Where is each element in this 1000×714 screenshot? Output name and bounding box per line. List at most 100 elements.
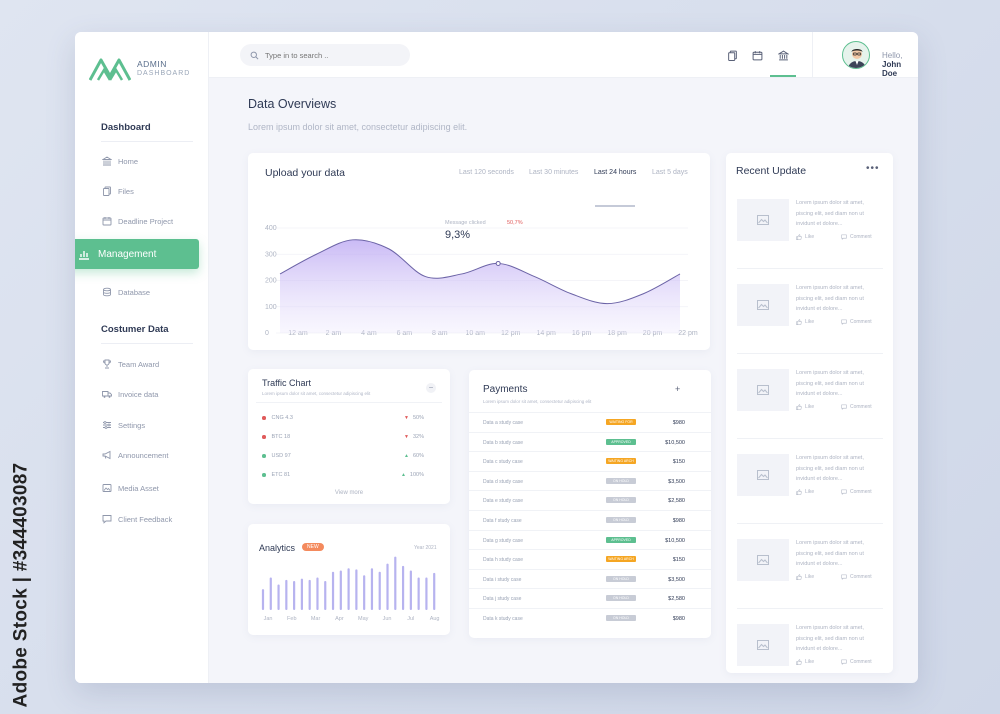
sidebar-item-media-asset[interactable]: Media Asset <box>101 481 159 495</box>
more-options-icon[interactable]: ••• <box>866 163 880 174</box>
traffic-row[interactable]: CNG 4.3 ▼ 50% <box>262 412 438 424</box>
payment-amount: $980 <box>672 518 685 524</box>
image-placeholder <box>737 369 789 411</box>
image-icon <box>757 385 769 395</box>
sidebar-item-deadline-project[interactable]: Deadline Project <box>101 214 173 228</box>
x-tick-label: 12 am <box>288 330 308 337</box>
megaphone-icon <box>101 450 112 461</box>
status-dot <box>262 454 266 458</box>
sidebar-item-client-feedback[interactable]: Client Feedback <box>101 512 172 526</box>
sidebar-item-settings[interactable]: Settings <box>101 418 145 432</box>
like-button[interactable]: Like <box>796 574 814 580</box>
search-icon <box>250 51 259 59</box>
image-icon <box>757 555 769 565</box>
new-badge: NEW <box>302 543 324 551</box>
table-row[interactable]: Data f study case ON HOLD $980 <box>469 510 711 530</box>
table-row[interactable]: Data b study case APPROVED $10,500 <box>469 431 711 452</box>
list-item[interactable]: Lorem ipsum dolor sit amet, piscing elit… <box>737 282 883 354</box>
add-icon[interactable]: + <box>675 384 681 394</box>
sidebar-item-files[interactable]: Files <box>101 184 134 198</box>
like-button[interactable]: Like <box>796 659 814 665</box>
avatar[interactable] <box>842 41 870 69</box>
truck-icon <box>101 389 112 400</box>
image-placeholder <box>737 454 789 496</box>
traffic-row[interactable]: USD 97 ▲ 60% <box>262 450 438 462</box>
comment-button[interactable]: Comment <box>841 489 872 495</box>
page-title: Data Overviews <box>248 97 337 111</box>
table-row[interactable]: Data k study case ON HOLD $980 <box>469 608 711 628</box>
list-item[interactable]: Lorem ipsum dolor sit amet, piscing elit… <box>737 197 883 269</box>
filter-last-24-hours[interactable]: Last 24 hours <box>594 169 637 176</box>
filter-last-120-seconds[interactable]: Last 120 seconds <box>459 169 514 176</box>
payment-amount: $150 <box>672 459 685 466</box>
x-tick-label: 16 pm <box>572 330 592 337</box>
list-item[interactable]: Lorem ipsum dolor sit amet, piscing elit… <box>737 452 883 524</box>
analytics-bar <box>401 565 405 610</box>
sidebar-item-home[interactable]: Home <box>101 154 138 168</box>
bank-icon[interactable] <box>777 49 789 61</box>
table-row[interactable]: Data i study case ON HOLD $3,500 <box>469 568 711 589</box>
analytics-bar <box>331 571 335 610</box>
x-tick-label: 8 am <box>432 330 448 337</box>
search-box[interactable] <box>240 44 410 66</box>
comment-label: Comment <box>850 234 872 240</box>
like-label: Like <box>805 404 815 410</box>
search-input[interactable] <box>265 50 405 60</box>
analytics-bar <box>300 578 304 610</box>
table-row[interactable]: Data a study case WAITING FOR $980 <box>469 412 711 432</box>
traffic-row[interactable]: BTC 18 ▼ 32% <box>262 431 438 443</box>
sidebar-item-management[interactable]: Management <box>75 239 199 269</box>
like-button[interactable]: Like <box>796 319 814 325</box>
traffic-label: BTC 18 <box>271 434 291 440</box>
sidebar-item-invoice-data[interactable]: Invoice data <box>101 387 158 401</box>
highlight-point[interactable] <box>495 260 501 266</box>
analytics-year[interactable]: Year 2021 <box>414 545 437 551</box>
comment-button[interactable]: Comment <box>841 234 872 240</box>
calendar-icon[interactable] <box>751 49 763 61</box>
status-badge: ON HOLD <box>606 477 636 484</box>
comment-label: Comment <box>850 659 872 665</box>
user-greeting[interactable]: Hello, John Doe <box>882 51 918 78</box>
comment-button[interactable]: Comment <box>841 404 872 410</box>
update-text: Lorem ipsum dolor sit amet, piscing elit… <box>796 285 864 312</box>
sidebar-item-database[interactable]: Database <box>101 285 150 299</box>
table-row[interactable]: Data d study case ON HOLD $3,500 <box>469 470 711 491</box>
like-button[interactable]: Like <box>796 234 814 240</box>
payment-name: Data d study case <box>483 478 524 485</box>
logo[interactable]: ADMIN DASHBOARD <box>89 54 199 84</box>
files-icon <box>101 186 112 197</box>
list-item[interactable]: Lorem ipsum dolor sit amet, piscing elit… <box>737 367 883 439</box>
payment-name: Data i study case <box>483 576 522 583</box>
like-button[interactable]: Like <box>796 404 814 410</box>
status-badge: ON HOLD <box>606 595 636 602</box>
filter-last-5-days[interactable]: Last 5 days <box>652 169 688 176</box>
table-row[interactable]: Data j study case ON HOLD $2,580 <box>469 588 711 608</box>
like-label: Like <box>805 574 815 580</box>
sidebar-item-announcement[interactable]: Announcement <box>101 448 168 462</box>
table-row[interactable]: Data c study case WAITING ARCH $150 <box>469 451 711 471</box>
table-row[interactable]: Data h study case WAITING ARCH $150 <box>469 549 711 569</box>
list-item[interactable]: Lorem ipsum dolor sit amet, piscing elit… <box>737 622 883 683</box>
traffic-title: Traffic Chart <box>262 378 312 388</box>
copy-icon[interactable] <box>726 49 738 61</box>
payment-name: Data b study case <box>483 439 524 446</box>
image-icon <box>757 470 769 480</box>
comment-button[interactable]: Comment <box>841 574 872 580</box>
comment-button[interactable]: Comment <box>841 319 872 325</box>
view-more-link[interactable]: View more <box>334 490 364 496</box>
filter-last-30-minutes[interactable]: Last 30 minutes <box>529 169 579 176</box>
traffic-chart-card: Traffic Chart Lorem ipsum dolor sit amet… <box>248 369 450 504</box>
table-row[interactable]: Data g study case APPROVED $10,500 <box>469 529 711 550</box>
greeting-text: Hello, <box>882 51 903 60</box>
payments-card: Payments Lorem ipsum dolor sit amet, con… <box>469 370 711 638</box>
status-badge: APPROVED <box>606 438 636 445</box>
collapse-icon[interactable]: − <box>426 383 436 393</box>
payment-name: Data a study case <box>483 420 524 426</box>
comment-button[interactable]: Comment <box>841 659 872 665</box>
list-item[interactable]: Lorem ipsum dolor sit amet, piscing elit… <box>737 537 883 609</box>
table-row[interactable]: Data e study case ON HOLD $2,580 <box>469 490 711 510</box>
sidebar-item-team-award[interactable]: Team Award <box>101 357 159 371</box>
traffic-row[interactable]: ETC 81 ▲ 100% <box>262 469 438 481</box>
like-button[interactable]: Like <box>796 489 814 495</box>
dashboard-window: ADMIN DASHBOARD Dashboard Home Files Dea… <box>75 32 918 683</box>
